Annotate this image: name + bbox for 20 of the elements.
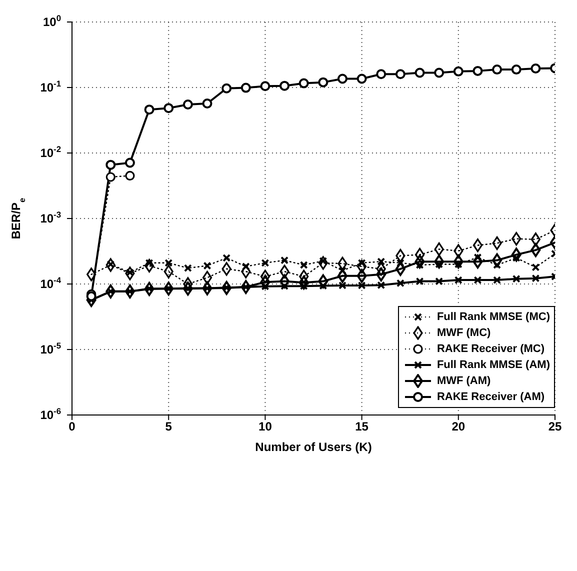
legend-label: Full Rank MMSE (AM) [436,359,550,371]
legend-label: Full Rank MMSE (MC) [436,311,550,323]
x-tick-label: 15 [355,420,369,434]
y-tick-label: 10$^{-3}$ [40,210,62,226]
legend-label: RAKE Receiver (AM) [436,391,545,403]
y-tick-label: 10$^{-4}$ [40,275,62,291]
legend-label: MWF (MC) [436,327,491,339]
x-tick-label: 0 [68,420,76,434]
legend-label: RAKE Receiver (MC) [436,343,545,355]
x-tick-label: 20 [452,420,466,434]
y-tick-label: 10$^{-5}$ [40,340,62,356]
x-tick-label: 5 [165,420,172,434]
x-axis-title: Number of Users (K) [255,440,372,454]
y-tick-label: 10$^{-2}$ [40,144,62,160]
y-tick-label: 10$^{-6}$ [40,406,62,422]
x-tick-label: 10 [258,420,272,434]
x-tick-label: 25 [548,420,562,434]
y-tick-label: 10$^{-1}$ [40,78,62,94]
legend-label: MWF (AM) [436,375,491,387]
y-tick-label: 10$^{0}$ [42,13,62,29]
